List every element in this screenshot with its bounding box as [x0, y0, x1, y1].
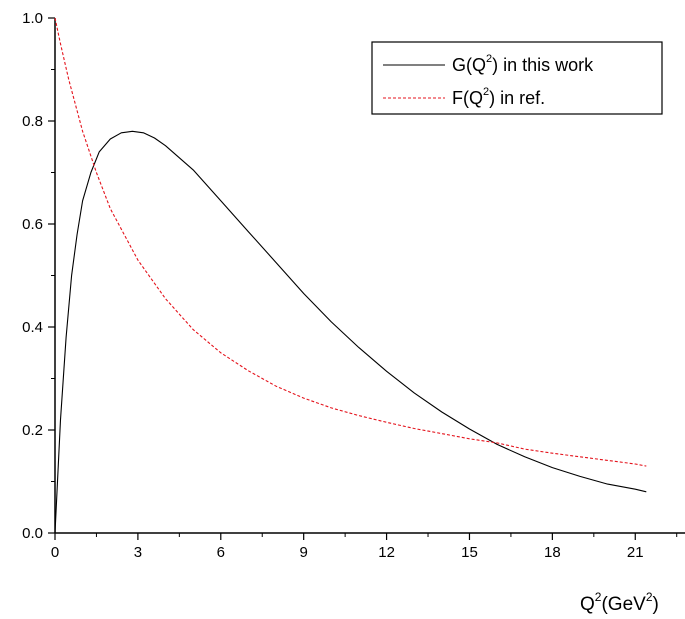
x-axis-title-mid: (GeV [601, 594, 646, 615]
x-axis-ticks: 0 3 6 9 12 15 18 21 [51, 533, 678, 561]
x-tick-label-1: 3 [134, 544, 142, 561]
x-axis-title-sup1: 2 [595, 590, 602, 604]
x-tick-label-2: 6 [217, 544, 225, 561]
y-tick-label-1: 0.2 [22, 422, 43, 439]
y-tick-label-3: 0.6 [22, 216, 43, 233]
legend-label-g: G(Q2) in this work [452, 53, 594, 75]
y-tick-label-4: 0.8 [22, 113, 43, 130]
x-tick-label-3: 9 [300, 544, 308, 561]
y-tick-label-2: 0.4 [22, 319, 43, 336]
series-line-0 [54, 130, 647, 534]
x-tick-label-5: 15 [461, 544, 478, 561]
legend-label-f: F(Q2) in ref. [452, 86, 545, 108]
x-tick-label-6: 18 [544, 544, 561, 561]
x-axis-title-end: ) [653, 594, 659, 615]
x-tick-label-4: 12 [378, 544, 395, 561]
y-axis-ticks: 0.0 0.2 0.4 0.6 0.8 1.0 [22, 10, 55, 542]
legend: G(Q2) in this work F(Q2) in ref. [371, 41, 663, 115]
series-line-1 [54, 17, 647, 467]
x-axis-title-sup2: 2 [646, 590, 653, 604]
legend-box [371, 41, 663, 115]
y-tick-label-0: 0.0 [22, 525, 43, 542]
y-tick-label-5: 1.0 [22, 10, 43, 27]
series-layer [54, 17, 647, 534]
x-tick-label-0: 0 [51, 544, 59, 561]
x-axis-title: Q2(GeV2) [580, 590, 659, 615]
x-tick-label-7: 21 [627, 544, 644, 561]
x-axis-title-base: Q [580, 594, 595, 615]
